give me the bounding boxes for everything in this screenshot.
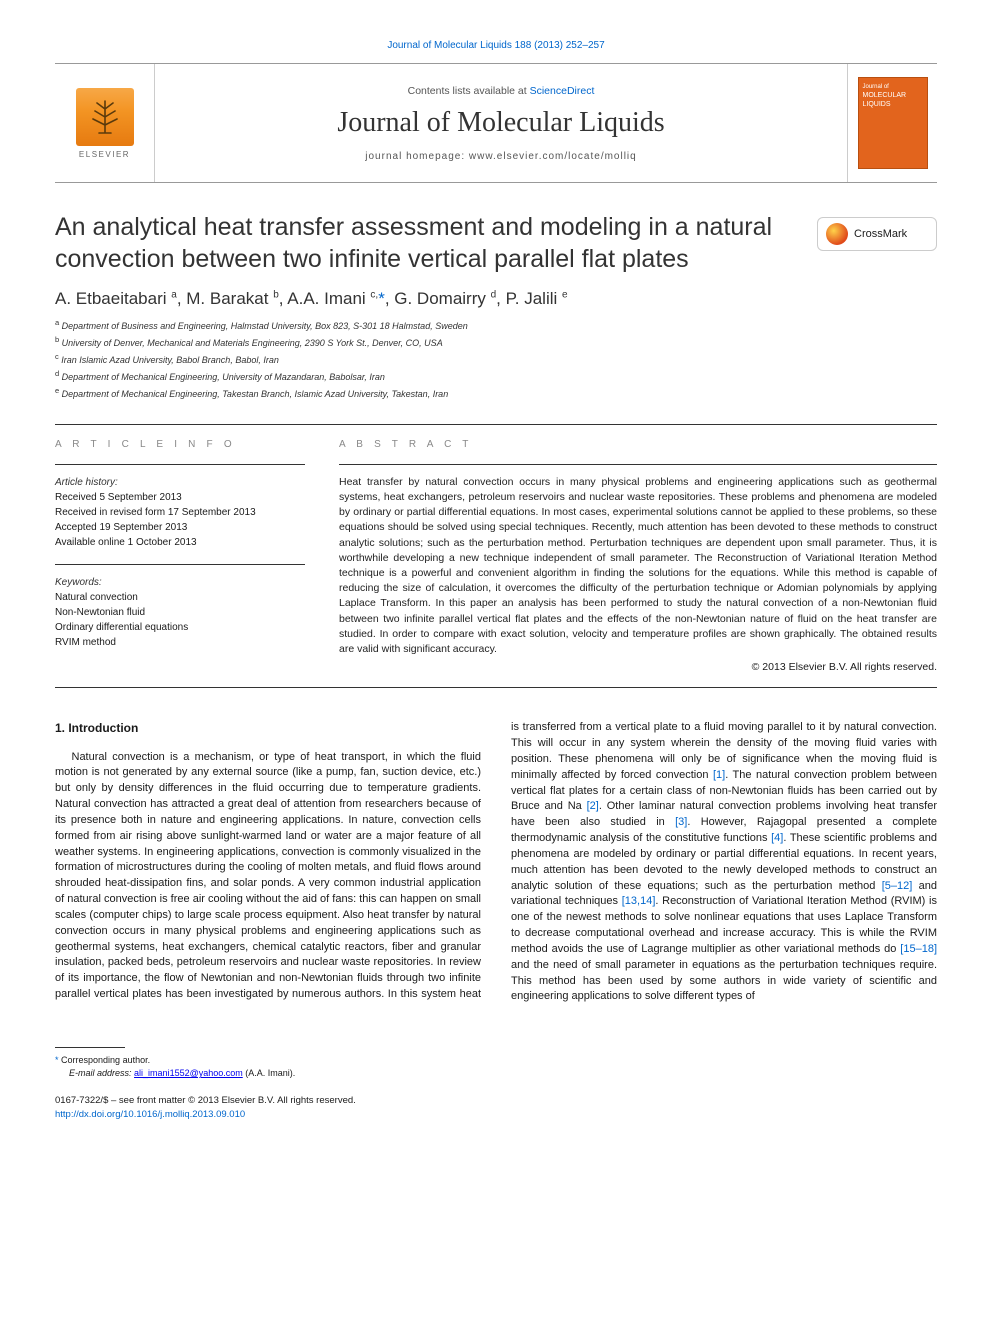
footer: 0167-7322/$ – see front matter © 2013 El…	[55, 1094, 937, 1122]
keyword: Natural convection	[55, 590, 305, 605]
history-online: Available online 1 October 2013	[55, 535, 305, 550]
keywords-block: Keywords: Natural convection Non-Newtoni…	[55, 575, 305, 650]
rule-lower	[55, 687, 937, 688]
homepage-url[interactable]: www.elsevier.com/locate/molliq	[469, 151, 637, 162]
author-list: A. Etbaeitabari a, M. Barakat b, A.A. Im…	[55, 289, 937, 309]
cover-l1: MOLECULAR	[863, 92, 923, 99]
publisher-logo[interactable]: ELSEVIER	[55, 64, 155, 182]
footer-line: 0167-7322/$ – see front matter © 2013 El…	[55, 1094, 937, 1108]
history-hdr: Article history:	[55, 475, 305, 490]
contents-pre: Contents lists available at	[408, 85, 530, 97]
abstract-label: A B S T R A C T	[339, 439, 937, 450]
masthead: ELSEVIER Contents lists available at Sci…	[55, 63, 937, 183]
homepage-line: journal homepage: www.elsevier.com/locat…	[365, 151, 636, 162]
sciencedirect-link[interactable]: ScienceDirect	[530, 85, 595, 97]
affiliations: a Department of Business and Engineering…	[55, 317, 937, 402]
history-revised: Received in revised form 17 September 20…	[55, 505, 305, 520]
keyword: Non-Newtonian fluid	[55, 605, 305, 620]
crossmark-label: CrossMark	[854, 228, 907, 240]
article-info: A R T I C L E I N F O Article history: R…	[55, 439, 305, 674]
footnote-rule	[55, 1047, 125, 1048]
abstract-text: Heat transfer by natural convection occu…	[339, 475, 937, 658]
keywords-hdr: Keywords:	[55, 575, 305, 590]
email-label: E-mail address:	[69, 1068, 132, 1078]
footnotes: * Corresponding author. E-mail address: …	[55, 1039, 475, 1080]
intro-paragraph: Natural convection is a mechanism, or ty…	[55, 720, 937, 1005]
keyword: RVIM method	[55, 635, 305, 650]
contents-line: Contents lists available at ScienceDirec…	[408, 85, 595, 97]
history-accepted: Accepted 19 September 2013	[55, 520, 305, 535]
bibliographic-line[interactable]: Journal of Molecular Liquids 188 (2013) …	[55, 40, 937, 51]
article-title: An analytical heat transfer assessment a…	[55, 211, 835, 275]
elsevier-tree-icon	[76, 88, 134, 146]
cover-box: Journal of MOLECULAR LIQUIDS	[858, 77, 928, 169]
keyword: Ordinary differential equations	[55, 620, 305, 635]
email-who: (A.A. Imani).	[245, 1068, 295, 1078]
rule-upper	[55, 424, 937, 425]
elsevier-label: ELSEVIER	[79, 150, 130, 159]
article-head: An analytical heat transfer assessment a…	[55, 211, 937, 275]
corresponding-note: * Corresponding author.	[55, 1054, 475, 1067]
cover-l2: LIQUIDS	[863, 101, 923, 108]
email-line: E-mail address: ali_imani1552@yahoo.com …	[55, 1067, 475, 1080]
homepage-pre: journal homepage:	[365, 151, 469, 162]
crossmark-badge[interactable]: CrossMark	[817, 217, 937, 251]
rule-kw	[55, 564, 305, 565]
history-received: Received 5 September 2013	[55, 490, 305, 505]
email-link[interactable]: ali_imani1552@yahoo.com	[134, 1068, 243, 1078]
rule-info	[55, 464, 305, 465]
body-text: 1. Introduction Natural convection is a …	[55, 720, 937, 1005]
journal-name: Journal of Molecular Liquids	[337, 107, 664, 139]
corr-label: Corresponding author.	[61, 1055, 150, 1065]
article-info-label: A R T I C L E I N F O	[55, 439, 305, 450]
masthead-center: Contents lists available at ScienceDirec…	[155, 64, 847, 182]
history-block: Article history: Received 5 September 20…	[55, 475, 305, 550]
cover-small: Journal of	[863, 84, 923, 90]
journal-cover[interactable]: Journal of MOLECULAR LIQUIDS	[847, 64, 937, 182]
info-abstract-row: A R T I C L E I N F O Article history: R…	[55, 439, 937, 674]
rule-abs	[339, 464, 937, 465]
asterisk-icon: *	[55, 1055, 59, 1065]
doi-link[interactable]: http://dx.doi.org/10.1016/j.molliq.2013.…	[55, 1109, 245, 1120]
abstract: A B S T R A C T Heat transfer by natural…	[339, 439, 937, 674]
abstract-copyright: © 2013 Elsevier B.V. All rights reserved…	[339, 661, 937, 673]
section-heading: 1. Introduction	[55, 720, 481, 737]
crossmark-icon	[826, 223, 848, 245]
